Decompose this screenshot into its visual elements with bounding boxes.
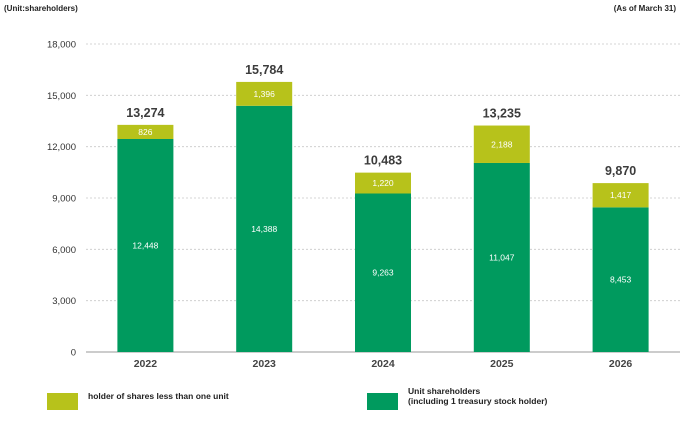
bar-segment-unit-shareholders — [592, 207, 649, 352]
legend-swatch-unit-shareholders — [367, 393, 398, 410]
y-tick-label: 15,000 — [47, 91, 76, 102]
bar-segment-unit-shareholders — [473, 162, 530, 352]
bar-segment-unit-shareholders — [355, 193, 411, 352]
bars — [117, 81, 649, 353]
bar-total-label: 13,274 — [126, 106, 164, 120]
bar-segment-unit-shareholders — [236, 105, 293, 353]
segment-value-label: 12,448 — [132, 241, 158, 251]
bar-total-label: 10,483 — [364, 154, 402, 168]
legend-swatch-less-than-one-unit — [47, 393, 78, 410]
x-axis-labels: 2022 2023 2024 2025 2026 — [134, 358, 633, 370]
stacked-bar-chart: 0 3,000 6,000 9,000 12,000 15,000 18,000 12,44… — [47, 40, 680, 370]
bar-labels: 12,448 826 13,274 14,388 1,396 15,784 9,263 1,2… — [126, 63, 636, 285]
unit-note: (Unit:shareholders) — [4, 4, 78, 13]
legend-label-less-than-one-unit: holder of shares less than one unit — [88, 391, 229, 401]
bar-segment-unit-shareholders — [117, 139, 174, 352]
x-category-label: 2024 — [371, 358, 395, 370]
segment-value-label: 1,220 — [372, 178, 394, 188]
bar-total-label: 15,784 — [245, 63, 283, 77]
legend-label-unit-shareholders: Unit shareholders (including 1 treasury … — [408, 386, 548, 406]
segment-value-label: 1,396 — [254, 89, 276, 99]
y-axis-ticks: 0 3,000 6,000 9,000 12,000 15,000 18,000 — [47, 40, 76, 359]
bar-total-label: 9,870 — [605, 164, 636, 178]
y-tick-label: 6,000 — [52, 245, 76, 256]
legend-item-less-than-one-unit: holder of shares less than one unit — [47, 391, 229, 410]
x-category-label: 2023 — [253, 358, 277, 370]
bar-segment-less-than-one-unit — [117, 124, 174, 140]
segment-value-label: 2,188 — [491, 139, 513, 149]
y-tick-label: 12,000 — [47, 142, 76, 153]
y-tick-label: 9,000 — [52, 194, 76, 205]
x-category-label: 2022 — [134, 358, 158, 370]
segment-value-label: 14,388 — [251, 224, 277, 234]
x-category-label: 2025 — [490, 358, 514, 370]
segment-value-label: 9,263 — [372, 268, 394, 278]
legend-item-unit-shareholders: Unit shareholders (including 1 treasury … — [367, 386, 547, 410]
y-tick-label: 0 — [71, 348, 76, 359]
segment-value-label: 11,047 — [489, 252, 515, 262]
y-tick-label: 18,000 — [47, 40, 76, 51]
segment-value-label: 1,417 — [610, 190, 632, 200]
bar-total-label: 13,235 — [483, 107, 521, 121]
x-category-label: 2026 — [609, 358, 633, 370]
y-tick-label: 3,000 — [52, 296, 76, 307]
segment-value-label: 8,453 — [610, 275, 632, 285]
bar-segment-less-than-one-unit — [355, 172, 411, 194]
bar-segment-less-than-one-unit — [236, 81, 293, 106]
segment-value-label: 826 — [138, 127, 152, 137]
bar-segment-less-than-one-unit — [473, 125, 530, 163]
bar-segment-less-than-one-unit — [592, 183, 649, 208]
as-of-date-note: (As of March 31) — [613, 4, 676, 13]
